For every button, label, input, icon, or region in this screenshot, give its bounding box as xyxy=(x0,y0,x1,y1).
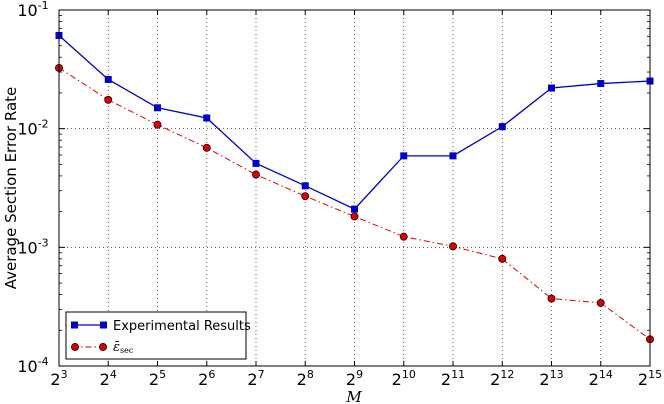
x-tick-label-exp: 11 xyxy=(451,368,465,381)
x-tick-label-exp: 9 xyxy=(356,368,363,381)
x-tick-label: 28 xyxy=(297,368,314,389)
series-point xyxy=(104,75,112,83)
series-point xyxy=(498,123,506,131)
legend-marker-bound xyxy=(71,343,79,351)
legend-marker-experimental xyxy=(71,321,78,329)
series-point xyxy=(399,232,408,241)
legend-label-bound-sub: sec xyxy=(120,346,134,355)
series-point xyxy=(351,205,358,213)
x-axis-label: M xyxy=(345,388,362,404)
x-tick-label-base: 2 xyxy=(346,370,356,389)
x-tick-label-exp: 4 xyxy=(110,368,117,381)
x-tick-label-exp: 3 xyxy=(61,368,68,381)
x-tick-label: 27 xyxy=(247,368,264,389)
y-tick-label: 10-1 xyxy=(17,0,48,20)
legend: Experimental Results ε̄sec xyxy=(65,311,251,360)
series-point xyxy=(154,104,161,112)
series-point xyxy=(596,298,605,307)
y-tick-label-base: 10 xyxy=(17,1,37,20)
y-tick-label: 10-2 xyxy=(17,118,48,139)
legend-box xyxy=(65,311,247,360)
x-tick-label-base: 2 xyxy=(149,370,159,389)
x-tick-label-exp: 15 xyxy=(648,368,662,381)
x-tick-label: 25 xyxy=(149,368,166,389)
series-point xyxy=(252,159,260,167)
x-tick-label-base: 2 xyxy=(638,370,648,389)
x-tick-label: 215 xyxy=(638,368,662,389)
y-tick-label-exp: -2 xyxy=(38,118,49,131)
series-point xyxy=(548,84,555,92)
x-tick-labels: 23 24 25 26 27 28 29 210 211 212 213 214 215 xyxy=(50,368,662,389)
y-tick-label-base: 10 xyxy=(17,357,37,376)
x-tick-label: 213 xyxy=(539,368,563,389)
x-tick-label-exp: 10 xyxy=(402,368,416,381)
series-point xyxy=(547,294,556,303)
series-point xyxy=(104,95,113,104)
x-tick-label-base: 2 xyxy=(50,370,60,389)
x-tick-label: 24 xyxy=(100,368,117,389)
series-point xyxy=(597,80,605,88)
series-point xyxy=(153,120,162,129)
x-tick-label-exp: 13 xyxy=(550,368,564,381)
x-tick-label-exp: 14 xyxy=(599,368,613,381)
y-tick-label: 10-3 xyxy=(17,236,48,257)
y-axis-label: Average Section Error Rate xyxy=(2,87,20,290)
legend-label-bound-main: ε̄ xyxy=(113,340,120,355)
legend-marker-experimental-2 xyxy=(100,321,107,329)
x-tick-label-base: 2 xyxy=(297,370,307,389)
y-tick-label-base: 10 xyxy=(17,238,37,257)
series-point xyxy=(301,182,309,190)
y-tick-label-exp: -1 xyxy=(38,0,49,12)
x-tick-label-exp: 8 xyxy=(307,368,314,381)
ticks xyxy=(58,9,651,367)
x-tick-label-exp: 12 xyxy=(500,368,514,381)
x-tick-label-exp: 6 xyxy=(208,368,215,381)
y-tick-labels: 10-110-210-310-4 xyxy=(17,0,48,376)
x-tick-label-exp: 7 xyxy=(258,368,265,381)
x-tick-label-base: 2 xyxy=(247,370,257,389)
x-tick-label-base: 2 xyxy=(100,370,110,389)
y-tick-label-exp: -4 xyxy=(38,355,49,368)
series-point xyxy=(350,212,359,221)
x-tick-label-exp: 5 xyxy=(159,368,166,381)
series-point xyxy=(202,143,211,152)
legend-label-experimental: Experimental Results xyxy=(113,319,251,334)
x-tick-label: 211 xyxy=(441,368,465,389)
legend-label-bound: ε̄sec xyxy=(113,340,134,355)
x-tick-label: 26 xyxy=(198,368,215,389)
legend-marker-bound-2 xyxy=(99,343,107,351)
series-point xyxy=(400,152,408,160)
series-point xyxy=(498,254,507,263)
y-tick-label-base: 10 xyxy=(17,120,37,139)
x-tick-label-base: 2 xyxy=(589,370,599,389)
series-point xyxy=(301,192,310,201)
x-tick-label-base: 2 xyxy=(490,370,500,389)
x-tick-label-base: 2 xyxy=(198,370,208,389)
x-tick-label-base: 2 xyxy=(441,370,451,389)
x-tick-label: 23 xyxy=(50,368,67,389)
y-tick-label: 10-4 xyxy=(17,355,48,376)
y-tick-label-exp: -3 xyxy=(38,236,49,249)
series-point xyxy=(449,152,457,160)
x-tick-label: 29 xyxy=(346,368,363,389)
series-point xyxy=(449,242,457,251)
x-tick-label: 214 xyxy=(589,368,613,389)
series-point xyxy=(203,114,211,122)
x-tick-label: 212 xyxy=(490,368,514,389)
x-tick-label-base: 2 xyxy=(539,370,549,389)
x-tick-label: 210 xyxy=(392,368,416,389)
series-point xyxy=(252,170,260,179)
x-tick-label-base: 2 xyxy=(392,370,402,389)
